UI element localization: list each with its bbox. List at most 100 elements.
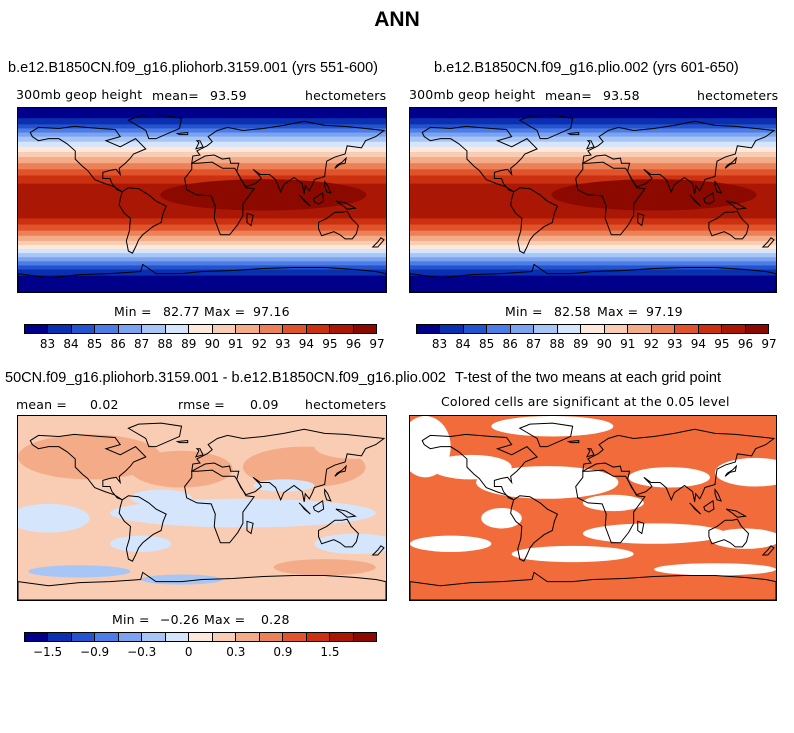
continent-outline	[566, 131, 580, 136]
panel1-min-value: 82.77	[163, 304, 200, 319]
continent-outline	[175, 131, 189, 136]
continent-outline	[334, 464, 347, 477]
panel2-colorbar	[416, 324, 769, 334]
height-contour-band	[18, 224, 386, 232]
continent-outline	[194, 140, 204, 150]
panel3-mean-value: 0.02	[90, 397, 119, 412]
colorbar-label: 0.9	[273, 645, 293, 659]
continent-outline	[708, 210, 750, 240]
panel2-mean-label: mean=	[545, 88, 592, 103]
continent-outline	[703, 499, 715, 513]
continent-outline	[761, 545, 775, 556]
colorbar-swatch	[48, 325, 72, 333]
height-contour-band	[18, 136, 386, 143]
height-contour-band	[410, 163, 776, 170]
height-contour-band	[18, 261, 386, 266]
continent-outline	[29, 433, 147, 501]
continent-outline	[318, 210, 359, 240]
colorbar-label: 89	[573, 337, 589, 351]
continent-outline	[714, 180, 722, 194]
colorbar-swatch	[306, 633, 331, 641]
colorbar-label: 83	[431, 337, 448, 351]
height-contour-band	[18, 124, 386, 129]
tropical-height-maximum	[160, 179, 367, 211]
panel3-max-value: 0.28	[261, 612, 290, 627]
height-contour-band	[410, 157, 776, 164]
colorbar-swatch	[259, 633, 284, 641]
colorbar-label: 91	[228, 337, 244, 351]
panel2-max-label: Max =	[597, 304, 639, 319]
colorbar-label: 84	[63, 337, 79, 351]
colorbar-swatch	[189, 325, 213, 333]
colorbar-label: 92	[251, 337, 267, 351]
height-contour-band	[18, 151, 386, 158]
continent-outline	[324, 488, 332, 502]
colorbar-swatch	[651, 325, 676, 333]
colorbar-swatch	[417, 325, 441, 333]
difference-anomaly	[28, 565, 131, 578]
colorbar-label: 96	[345, 337, 362, 351]
colorbar-swatch	[628, 325, 652, 333]
colorbar-swatch	[95, 325, 119, 333]
continent-outline	[184, 161, 256, 236]
colorbar-label: 86	[502, 337, 518, 351]
difference-anomaly	[130, 489, 192, 506]
height-contour-band	[410, 269, 776, 277]
colorbar-label: −0.9	[80, 645, 110, 659]
height-contour-band	[410, 235, 776, 242]
colorbar-swatch	[165, 633, 190, 641]
continent-outline	[566, 439, 580, 444]
colorbar-label: 1.5	[320, 645, 340, 659]
continent-outline	[582, 428, 776, 502]
continent-outline	[127, 114, 183, 140]
colorbar-swatch	[722, 325, 746, 333]
colorbar-label: 91	[620, 337, 636, 351]
continent-outline	[324, 180, 332, 194]
height-contour-band	[18, 244, 386, 250]
colorbar-label: 89	[181, 337, 197, 351]
colorbar-swatch	[330, 325, 354, 333]
colorbar-swatch	[487, 325, 511, 333]
colorbar-swatch	[463, 325, 488, 333]
height-contour-band	[410, 218, 776, 226]
height-contour-band	[410, 230, 776, 237]
height-contour-band	[18, 128, 386, 134]
panel1-max-label: Max =	[204, 304, 246, 319]
continent-outline	[312, 191, 325, 205]
panel2-units: hectometers	[697, 88, 779, 103]
continent-outline	[334, 156, 347, 169]
panel1-mean-value: 93.59	[210, 88, 247, 103]
colorbar-label: 95	[322, 337, 338, 351]
colorbar-label: 88	[157, 337, 173, 351]
non-significant-region	[511, 545, 634, 563]
continent-outline	[335, 508, 357, 518]
height-contour-band	[18, 265, 386, 271]
height-contour-band	[410, 275, 776, 292]
continent-outline	[725, 508, 748, 518]
colorbar-swatch	[118, 325, 143, 333]
colorbar-label: 90	[204, 337, 220, 351]
panel2-title: b.e12.B1850CN.f09_g16.plio.002 (yrs 601-…	[434, 60, 739, 76]
non-significant-region	[491, 416, 614, 437]
panel1-mean-label: mean=	[152, 88, 199, 103]
colorbar-label: 96	[737, 337, 754, 351]
height-contour-band	[18, 269, 386, 277]
height-contour-band	[18, 108, 386, 119]
continent-outline	[410, 571, 776, 600]
panel4-map	[409, 415, 777, 601]
panel2-max-value: 97.19	[646, 304, 683, 319]
panel3-min-label: Min =	[112, 612, 150, 627]
colorbar-swatch	[581, 325, 605, 333]
height-contour-band	[18, 157, 386, 164]
height-contour-band	[18, 240, 386, 246]
panel2-min-label: Min =	[505, 304, 543, 319]
colorbar-swatch	[259, 325, 284, 333]
height-contour-band	[410, 151, 776, 158]
continent-outline	[582, 120, 776, 194]
panel3-rmse-value: 0.09	[250, 397, 279, 412]
continent-outline	[421, 433, 538, 501]
non-significant-region	[582, 494, 644, 512]
colorbar-label: 97	[369, 337, 385, 351]
continent-outline	[724, 464, 738, 477]
colorbar-swatch	[236, 633, 260, 641]
